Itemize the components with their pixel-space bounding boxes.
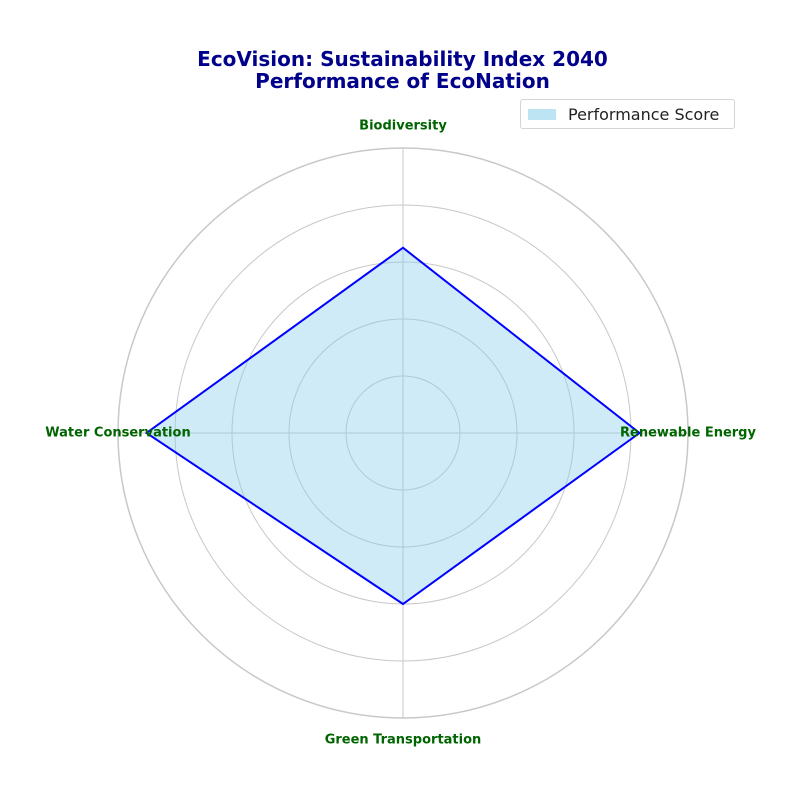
- category-label-0: Renewable Energy: [620, 426, 756, 441]
- legend-label: Performance Score: [568, 104, 720, 124]
- legend-swatch: [528, 108, 556, 120]
- radar-series: [144, 246, 642, 606]
- category-label-1: Biodiversity: [359, 119, 447, 134]
- legend: Performance Score: [520, 99, 735, 129]
- series-area: [146, 247, 640, 604]
- chart-title-block: EcoVision: Sustainability Index 2040 Per…: [0, 48, 800, 92]
- category-label-2: Water Conservation: [45, 426, 190, 441]
- category-labels: Renewable Energy Biodiversity Water Conser…: [45, 119, 756, 748]
- chart-subtitle: Performance of EcoNation: [255, 69, 550, 93]
- category-label-3: Green Transportation: [325, 733, 482, 748]
- chart-title: EcoVision: Sustainability Index 2040: [197, 47, 608, 71]
- radar-grid: [117, 147, 689, 719]
